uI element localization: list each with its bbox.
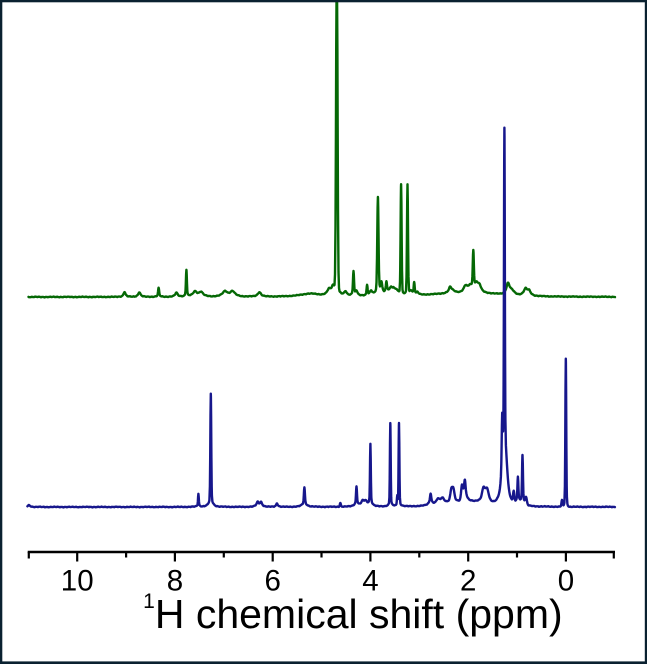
svg-text:6: 6	[264, 565, 280, 598]
svg-text:2: 2	[460, 565, 476, 598]
svg-text:8: 8	[167, 565, 183, 598]
svg-text:0: 0	[558, 565, 574, 598]
svg-text:10: 10	[61, 565, 94, 598]
svg-text:4: 4	[362, 565, 378, 598]
svg-text:1H chemical shift (ppm): 1H chemical shift (ppm)	[143, 590, 563, 637]
